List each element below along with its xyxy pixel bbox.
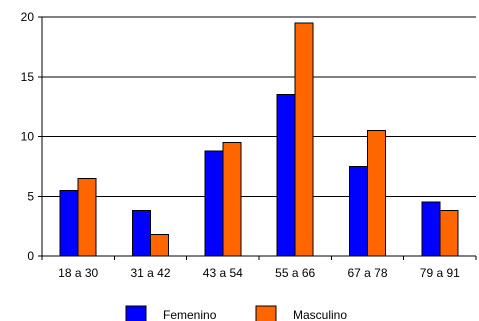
x-tick-label: 55 a 66	[275, 266, 315, 280]
x-tick-label: 79 a 91	[420, 266, 460, 280]
bar-masculino-1	[150, 233, 169, 257]
y-axis-ticks: 0 5 10 15 20	[21, 10, 42, 263]
y-tick-label: 15	[21, 70, 35, 84]
gridlines	[42, 16, 476, 197]
bars	[59, 22, 459, 257]
legend-label-masculino: Masculino	[293, 308, 347, 321]
legend-swatch-femenino	[125, 305, 147, 321]
legend: Femenino Masculino	[125, 305, 347, 321]
bar-masculino-2	[222, 141, 242, 257]
x-axis-ticks: 18 a 30 31 a 42 43 a 54 55 a 66 67 a 78 79 a …	[41, 256, 477, 280]
bar-femenino-0	[59, 189, 79, 257]
x-tick-label: 43 a 54	[203, 266, 243, 280]
bar-masculino-0	[77, 177, 97, 257]
y-tick-label: 0	[27, 249, 34, 263]
y-tick-label: 20	[21, 10, 35, 24]
x-tick-label: 67 a 78	[347, 266, 387, 280]
bar-femenino-1	[132, 210, 151, 257]
bar-femenino-3	[276, 94, 296, 257]
legend-label-femenino: Femenino	[163, 308, 217, 321]
bar-femenino-2	[204, 150, 224, 257]
x-tick-label: 31 a 42	[130, 266, 170, 280]
bar-femenino-5	[421, 201, 441, 257]
x-tick-label: 18 a 30	[58, 266, 98, 280]
legend-swatch-masculino	[255, 305, 277, 321]
y-tick-label: 5	[27, 189, 34, 203]
bar-masculino-4	[367, 130, 386, 257]
y-tick-label: 10	[21, 130, 35, 144]
bar-masculino-3	[294, 22, 314, 257]
bar-femenino-4	[349, 165, 368, 257]
bar-masculino-5	[439, 210, 459, 257]
